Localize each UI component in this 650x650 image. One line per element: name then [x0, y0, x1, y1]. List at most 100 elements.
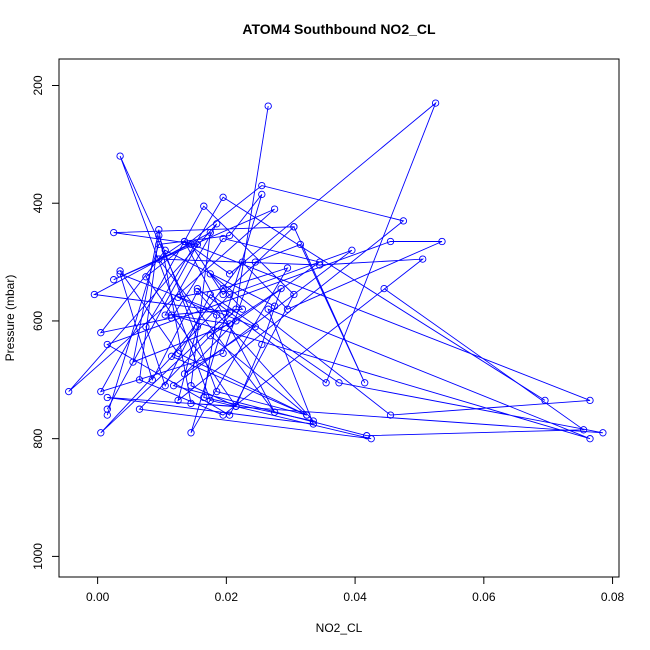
data-point — [225, 308, 234, 316]
data-point — [225, 411, 234, 419]
plot-frame — [58, 58, 620, 578]
data-point — [155, 240, 163, 249]
data-point — [232, 402, 240, 410]
data-point — [187, 240, 195, 249]
data-point — [103, 405, 111, 413]
data-point — [219, 290, 227, 299]
data-point — [174, 396, 182, 405]
data-point — [206, 332, 214, 340]
series-lines — [68, 101, 603, 440]
data-point — [97, 387, 105, 396]
y-tick-label: 400 — [31, 193, 45, 213]
data-point — [129, 358, 137, 366]
data-point — [213, 387, 221, 396]
data-point — [438, 237, 446, 246]
data-point — [167, 311, 176, 319]
x-tick-label: 0.06 — [472, 590, 496, 604]
data-point — [200, 202, 208, 210]
data-point — [431, 99, 440, 107]
data-point — [258, 190, 266, 199]
data-point — [97, 329, 105, 337]
data-point — [206, 290, 214, 299]
data-point — [90, 290, 99, 299]
data-point — [193, 287, 202, 296]
data-point — [174, 293, 182, 302]
data-point — [225, 270, 234, 278]
data-point — [579, 426, 588, 434]
y-axis: 200 400 600 800 1000 — [31, 75, 59, 570]
data-point — [541, 396, 549, 405]
data-point — [116, 270, 124, 278]
data-point — [103, 340, 111, 349]
x-tick-label: 0.02 — [215, 590, 239, 604]
data-point — [270, 205, 279, 213]
data-point — [322, 379, 330, 387]
data-point — [335, 379, 343, 387]
data-point — [167, 314, 176, 322]
data-point — [367, 435, 375, 443]
data-point — [116, 267, 124, 275]
data-point — [180, 237, 189, 246]
y-axis-label: Pressure (mbar) — [3, 275, 17, 362]
data-point — [258, 340, 266, 349]
data-point — [219, 284, 227, 293]
data-point — [167, 352, 176, 360]
series-line-1 — [92, 106, 585, 440]
data-point — [174, 349, 182, 357]
data-point — [135, 376, 144, 384]
data-point — [161, 382, 169, 390]
data-point — [200, 393, 208, 402]
data-point — [303, 411, 311, 419]
data-point — [206, 396, 214, 405]
data-point — [238, 305, 247, 313]
data-point — [270, 408, 279, 416]
data-point — [283, 305, 292, 313]
x-tick-label: 0.08 — [601, 590, 625, 604]
data-point — [142, 273, 150, 281]
x-axis-label: NO2_CL — [316, 621, 363, 635]
data-point — [399, 217, 408, 225]
data-point — [155, 255, 163, 263]
data-point — [290, 290, 298, 299]
data-point — [148, 376, 156, 384]
data-point — [386, 237, 395, 246]
data-point — [225, 320, 234, 328]
data-point — [142, 323, 150, 331]
data-point — [599, 429, 607, 437]
series-line-3 — [68, 101, 591, 416]
data-point — [116, 152, 124, 160]
data-point — [258, 181, 266, 190]
data-point — [251, 258, 259, 266]
series-points — [65, 99, 607, 443]
data-point — [213, 220, 221, 228]
data-point — [225, 231, 234, 240]
x-tick-label: 0.00 — [86, 590, 110, 604]
data-point — [361, 379, 369, 387]
y-tick-label: 200 — [31, 75, 45, 95]
series-line-4 — [107, 196, 603, 440]
data-point — [586, 435, 594, 443]
data-point — [193, 323, 202, 331]
data-point — [309, 417, 317, 425]
data-point — [97, 429, 105, 437]
data-point — [264, 305, 272, 313]
data-point — [110, 228, 118, 237]
data-point — [155, 226, 163, 234]
data-point — [213, 311, 221, 319]
data-point — [135, 405, 144, 413]
data-point — [206, 270, 214, 278]
data-point — [348, 246, 356, 254]
y-tick-label: 600 — [31, 311, 45, 331]
data-point — [219, 234, 227, 243]
data-point — [270, 302, 279, 310]
data-point — [180, 370, 189, 378]
data-point — [206, 228, 214, 237]
data-point — [386, 411, 395, 419]
data-point — [419, 255, 427, 263]
y-tick-label: 1000 — [31, 543, 45, 570]
data-point — [187, 382, 195, 390]
data-point — [290, 223, 298, 231]
data-point — [316, 258, 324, 266]
data-point — [264, 102, 272, 110]
data-point — [155, 231, 163, 240]
